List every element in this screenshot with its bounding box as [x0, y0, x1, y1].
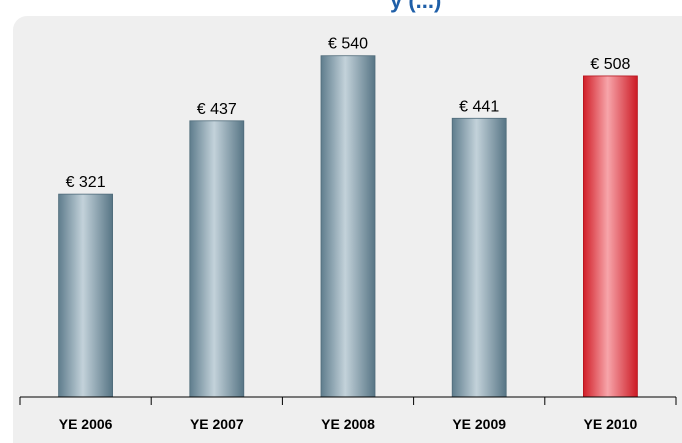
value-label-ye-2007: € 437: [197, 101, 237, 118]
bar-ye-2006: [58, 193, 113, 398]
x-axis: YE 2006 YE 2007 YE 2008 YE 2009 YE 2010: [19, 396, 677, 432]
x-tick-label-ye-2008: YE 2008: [321, 416, 375, 432]
bars-layer: [58, 55, 638, 398]
x-tick-label-ye-2009: YE 2009: [452, 416, 506, 432]
value-label-ye-2006: € 321: [66, 174, 106, 191]
value-label-ye-2008: € 540: [328, 36, 368, 53]
value-label-ye-2009: € 441: [459, 98, 499, 115]
x-tick-label-ye-2007: YE 2007: [190, 416, 244, 432]
value-labels-layer: € 321 € 437 € 540 € 441 € 508: [66, 36, 631, 191]
x-tick-label-ye-2006: YE 2006: [59, 416, 113, 432]
x-tick-label-ye-2010: YE 2010: [584, 416, 638, 432]
bar-ye-2009: [451, 117, 507, 398]
bar-ye-2007: [189, 120, 245, 398]
bar-ye-2010: [583, 75, 638, 398]
value-label-ye-2010: € 508: [590, 56, 630, 73]
bar-ye-2008: [320, 55, 376, 398]
